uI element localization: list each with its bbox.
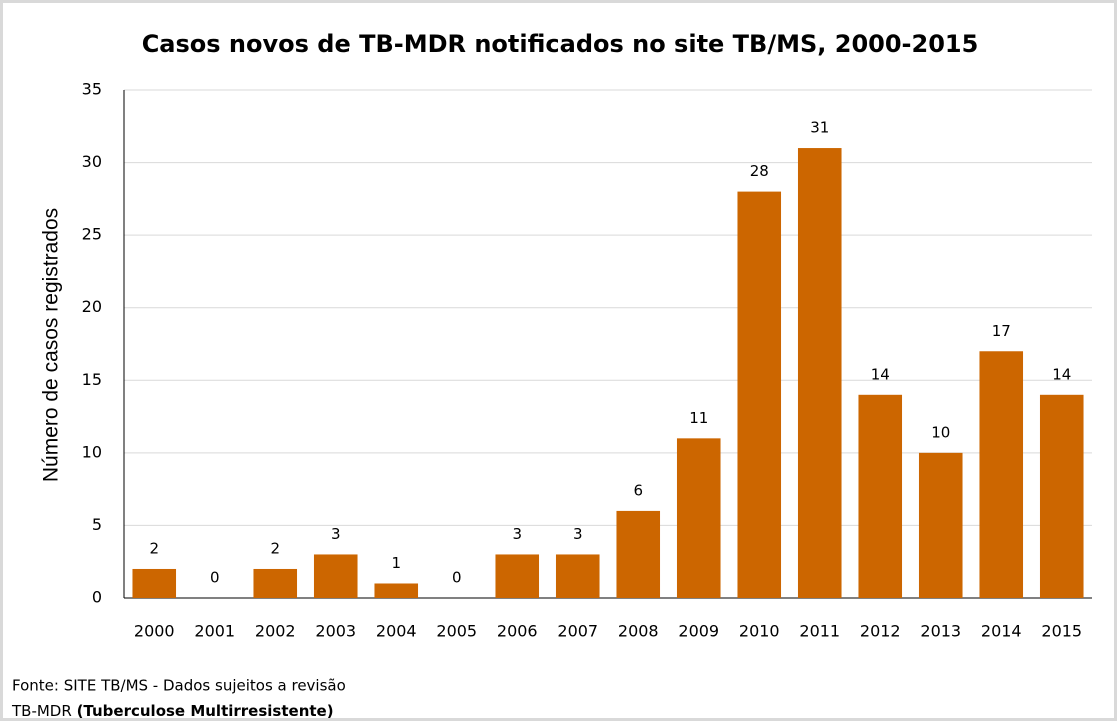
- data-label: 28: [750, 162, 769, 180]
- data-label: 31: [810, 119, 829, 137]
- y-tick-label: 15: [82, 370, 102, 389]
- data-label: 10: [931, 423, 950, 441]
- x-tick-label: 2004: [376, 622, 417, 641]
- bar: [132, 568, 177, 598]
- bar: [797, 148, 842, 599]
- bar: [1039, 394, 1084, 598]
- x-tick-label: 2010: [739, 622, 780, 641]
- bar: [495, 554, 540, 598]
- y-tick-label: 30: [82, 152, 102, 171]
- bar: [253, 568, 298, 598]
- data-label: 2: [270, 539, 280, 557]
- bar: [979, 351, 1024, 598]
- bar: [555, 554, 600, 598]
- y-tick-label: 35: [82, 80, 102, 99]
- x-tick-label: 2003: [315, 622, 356, 641]
- bar: [374, 583, 419, 598]
- y-tick-label: 20: [82, 297, 102, 316]
- y-tick-label: 10: [82, 442, 102, 461]
- x-tick-label: 2011: [799, 622, 840, 641]
- data-label: 0: [210, 569, 220, 587]
- x-tick-label: 2012: [860, 622, 901, 641]
- data-label: 1: [391, 554, 401, 572]
- bar: [918, 452, 963, 598]
- bar: [313, 554, 358, 598]
- data-label: 0: [452, 569, 462, 587]
- x-tick-label: 2006: [497, 622, 538, 641]
- x-tick-label: 2008: [618, 622, 659, 641]
- data-label: 3: [573, 525, 583, 543]
- bar: [616, 510, 661, 598]
- x-tick-label: 2013: [920, 622, 961, 641]
- x-tick-label: 2009: [678, 622, 719, 641]
- y-tick-label: 0: [92, 588, 102, 607]
- data-label: 14: [1052, 365, 1071, 383]
- bar: [858, 394, 903, 598]
- x-tick-label: 2000: [134, 622, 175, 641]
- x-tick-label: 2014: [981, 622, 1022, 641]
- abbr: TB-MDR: [11, 702, 72, 720]
- data-label: 3: [512, 525, 522, 543]
- x-tick-label: 2001: [194, 622, 235, 641]
- x-tick-label: 2007: [557, 622, 598, 641]
- y-tick-label: 5: [92, 515, 102, 534]
- bar: [737, 191, 782, 598]
- chart-title: Casos novos de TB-MDR notificados no sit…: [142, 30, 979, 58]
- y-axis-label: Número de casos registrados: [40, 208, 63, 482]
- data-label: 3: [331, 525, 341, 543]
- source-note: Fonte: SITE TB/MS - Dados sujeitos a rev…: [12, 677, 346, 695]
- data-label: 11: [689, 409, 708, 427]
- bar: [676, 438, 721, 598]
- data-label: 6: [633, 481, 643, 499]
- x-tick-label: 2002: [255, 622, 296, 641]
- abbr-meaning: (Tuberculose Multirresistente): [77, 702, 334, 720]
- x-tick-label: 2015: [1041, 622, 1082, 641]
- data-label: 2: [149, 539, 159, 557]
- data-label: 17: [992, 322, 1011, 340]
- data-label: 14: [871, 365, 890, 383]
- abbr-note: TB-MDR (Tuberculose Multirresistente): [11, 702, 334, 720]
- x-tick-label: 2005: [436, 622, 477, 641]
- y-tick-label: 25: [82, 225, 102, 244]
